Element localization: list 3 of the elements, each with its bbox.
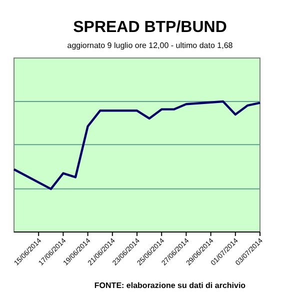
chart-title: SPREAD BTP/BUND bbox=[73, 19, 227, 36]
source-note: FONTE: elaborazione su dati di archivio bbox=[94, 281, 246, 290]
chart-subtitle: aggiornato 9 luglio ore 12,00 - ultimo dato 1,68 bbox=[67, 41, 234, 50]
